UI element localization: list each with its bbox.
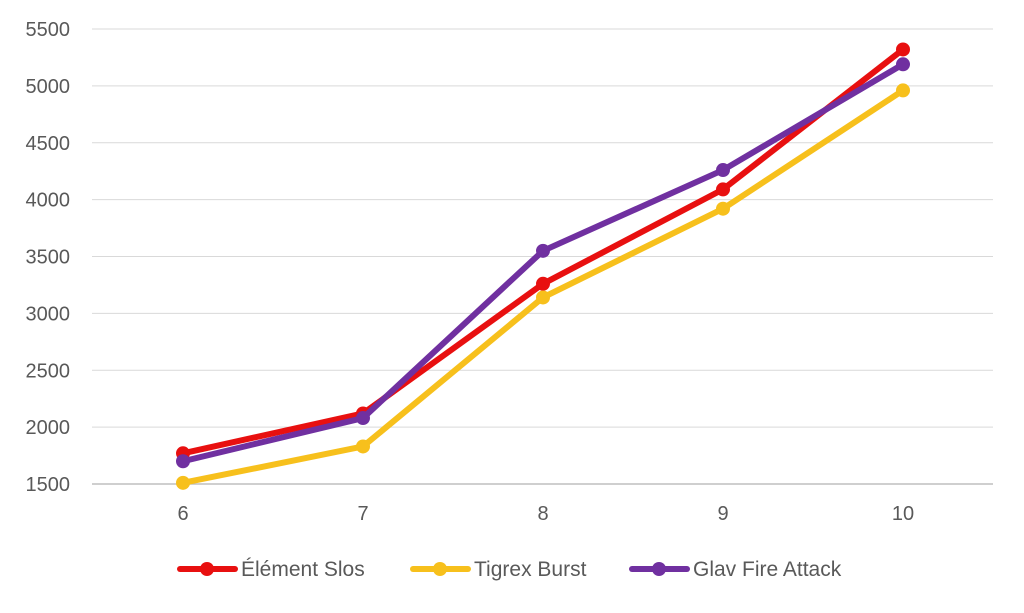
x-axis-ticks: 6 7 8 9 10 xyxy=(177,503,914,525)
legend-swatch-marker xyxy=(200,562,214,576)
series-lines xyxy=(176,42,910,490)
data-point xyxy=(896,57,910,72)
y-tick-label: 5500 xyxy=(26,19,71,41)
series-line xyxy=(180,61,906,465)
series-1 xyxy=(176,83,910,490)
legend-item: Élément Slos xyxy=(177,558,365,581)
x-tick-label: 9 xyxy=(717,503,728,525)
legend-swatch-marker xyxy=(652,562,666,576)
legend-item: Glav Fire Attack xyxy=(629,558,842,581)
legend: Élément Slos Tigrex Burst Glav Fire Attack xyxy=(177,558,842,581)
legend-swatch-marker xyxy=(433,562,447,576)
data-point xyxy=(896,42,910,57)
data-point xyxy=(176,454,190,469)
data-point xyxy=(356,411,370,426)
data-point xyxy=(536,290,550,305)
legend-item: Tigrex Burst xyxy=(410,558,587,581)
data-point xyxy=(896,83,910,98)
legend-label: Tigrex Burst xyxy=(474,558,587,581)
x-tick-label: 8 xyxy=(537,503,548,525)
y-tick-label: 1500 xyxy=(26,474,71,496)
data-point xyxy=(716,163,730,178)
y-tick-label: 3500 xyxy=(26,247,71,269)
y-tick-label: 4000 xyxy=(26,190,71,212)
x-tick-label: 10 xyxy=(892,503,914,525)
y-axis-ticks: 1500 2000 2500 3000 3500 4000 4500 5000 5500 xyxy=(26,19,71,496)
y-tick-label: 2500 xyxy=(26,360,71,382)
data-point xyxy=(536,276,550,291)
data-point xyxy=(176,475,190,490)
x-tick-label: 7 xyxy=(357,503,368,525)
data-point xyxy=(716,201,730,216)
y-tick-label: 5000 xyxy=(26,76,71,98)
data-point xyxy=(536,243,550,258)
data-point xyxy=(716,182,730,197)
series-2 xyxy=(176,57,910,469)
legend-label: Glav Fire Attack xyxy=(693,558,842,581)
y-tick-label: 4500 xyxy=(26,133,71,155)
y-tick-label: 2000 xyxy=(26,417,71,439)
legend-label: Élément Slos xyxy=(241,558,365,581)
data-point xyxy=(356,439,370,454)
x-tick-label: 6 xyxy=(177,503,188,525)
y-tick-label: 3000 xyxy=(26,303,71,325)
